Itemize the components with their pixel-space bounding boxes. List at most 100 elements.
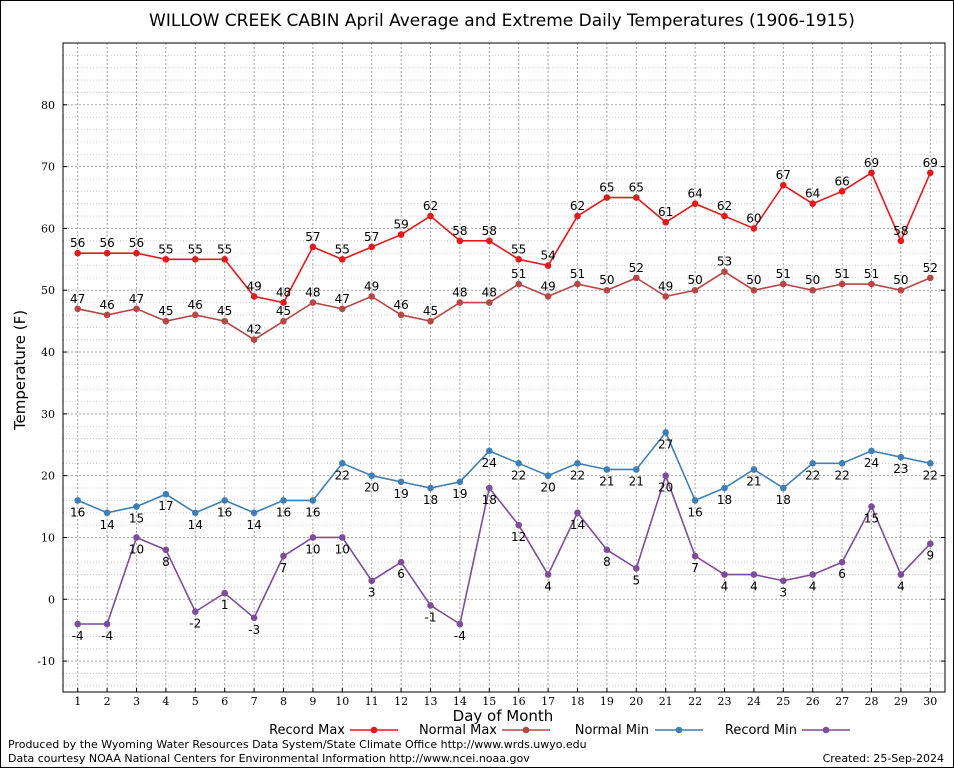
record-min-data-label: 6 [397, 567, 405, 581]
normal-max-data-label: 45 [217, 304, 232, 318]
x-tick-label: 30 [923, 695, 937, 708]
normal-max-point [691, 286, 699, 294]
normal-min-point [927, 460, 934, 467]
record-max-data-label: 65 [599, 181, 614, 195]
record-min-point [456, 620, 464, 628]
x-tick-label: 12 [394, 695, 408, 708]
plot-area [63, 43, 945, 692]
record-max-data-label: 55 [158, 242, 173, 256]
x-tick-label: 5 [192, 695, 199, 708]
normal-min-data-label: 24 [864, 456, 879, 470]
normal-min-point [897, 453, 905, 461]
x-tick-label: 1 [74, 695, 81, 708]
normal-min-data-label: 14 [246, 518, 261, 532]
record-min-data-label: -1 [425, 610, 437, 624]
chart-title: WILLOW CREEK CABIN April Average and Ext… [149, 11, 855, 31]
legend-label-record-min: Record Min [725, 723, 797, 738]
normal-min-point [103, 509, 111, 517]
normal-max-data-label: 45 [276, 304, 291, 318]
record-max-point [133, 249, 140, 257]
x-tick-label: 23 [718, 695, 732, 708]
normal-max-data-label: 45 [423, 304, 438, 318]
normal-max-data-label: 51 [570, 267, 585, 281]
record-max-data-label: 66 [834, 174, 849, 188]
y-tick-label: 0 [48, 593, 55, 606]
record-min-point [280, 552, 287, 560]
record-max-data-label: 67 [776, 168, 791, 182]
normal-max-point [486, 299, 493, 306]
record-min-line [77, 473, 931, 626]
normal-max-point [309, 299, 317, 306]
normal-min-data-label: 22 [335, 468, 350, 482]
record-min-point [74, 620, 81, 628]
normal-min-point [339, 460, 346, 467]
normal-min-data-label: 15 [129, 512, 144, 526]
y-tick-label: -10 [37, 655, 55, 668]
x-tick-label: 21 [659, 695, 673, 708]
record-min-point [250, 614, 258, 622]
record-min-data-label: 10 [129, 542, 144, 556]
record-max-point [427, 212, 434, 220]
record-min-data-label: 6 [838, 567, 846, 581]
normal-max-point [868, 280, 875, 288]
record-max-data-label: 55 [511, 242, 526, 256]
normal-min-data-label: 27 [658, 437, 673, 451]
legend-marker-record-max [370, 726, 378, 734]
normal-max-point [662, 293, 669, 300]
normal-min-point [721, 484, 728, 492]
normal-min-data-label: 21 [746, 474, 761, 488]
normal-max-data-label: 51 [834, 267, 849, 281]
record-min-data-label: 9 [926, 549, 934, 563]
normal-min-point [750, 466, 758, 473]
normal-min-data-label: 16 [687, 505, 702, 519]
record-max-data-label: 55 [188, 242, 203, 256]
record-max-point [927, 169, 934, 177]
normal-max-point [133, 305, 140, 313]
normal-max-point [250, 336, 258, 343]
normal-min-point [662, 429, 669, 436]
normal-min-data-label: 16 [70, 505, 85, 519]
record-min-data-label: 12 [511, 530, 526, 544]
record-min-point [809, 571, 816, 578]
record-max-series: 56 56 56 55 55 55 49 48 57 55 57 59 62 58 58 55 54 62 65 65… [70, 156, 938, 306]
normal-max-data-label: 50 [687, 273, 702, 287]
x-tick-label: 26 [806, 695, 820, 708]
record-min-data-label: 4 [750, 580, 758, 594]
record-max-point [515, 256, 522, 263]
normal-max-point [103, 311, 111, 319]
normal-min-data-label: 24 [482, 456, 497, 470]
record-max-point [691, 200, 699, 208]
record-max-point [721, 212, 728, 220]
normal-min-data-label: 23 [893, 462, 908, 476]
record-max-data-label: 59 [393, 218, 408, 232]
record-min-data-label: 4 [897, 580, 905, 594]
record-max-data-label: 49 [246, 279, 261, 293]
normal-min-point [280, 497, 287, 504]
normal-max-data-label: 48 [452, 286, 467, 300]
x-tick-label: 22 [688, 695, 702, 708]
x-tick-label: 16 [512, 695, 526, 708]
footer-created-date: Created: 25-Sep-2024 [823, 752, 944, 765]
y-tick-label: 30 [41, 408, 55, 421]
record-min-point [574, 509, 581, 517]
record-max-data-label: 54 [540, 249, 555, 263]
record-max-point [192, 256, 199, 263]
normal-min-point [368, 472, 376, 479]
y-tick-label: 70 [41, 161, 55, 174]
normal-max-data-label: 51 [511, 267, 526, 281]
normal-max-point [280, 317, 287, 325]
record-min-point [397, 558, 405, 566]
plot-border [62, 42, 946, 693]
normal-min-data-label: 19 [452, 487, 467, 501]
record-min-data-label: 1 [221, 598, 229, 612]
normal-max-data-label: 50 [599, 273, 614, 287]
x-tick-label: 9 [309, 695, 316, 708]
x-tick-label: 28 [865, 695, 879, 708]
normal-min-data-label: 16 [276, 505, 291, 519]
record-max-point [662, 218, 669, 226]
record-max-point [456, 237, 464, 245]
record-max-data-label: 61 [658, 205, 673, 219]
record-min-point [368, 577, 376, 585]
x-axis-label: Day of Month [453, 707, 554, 725]
